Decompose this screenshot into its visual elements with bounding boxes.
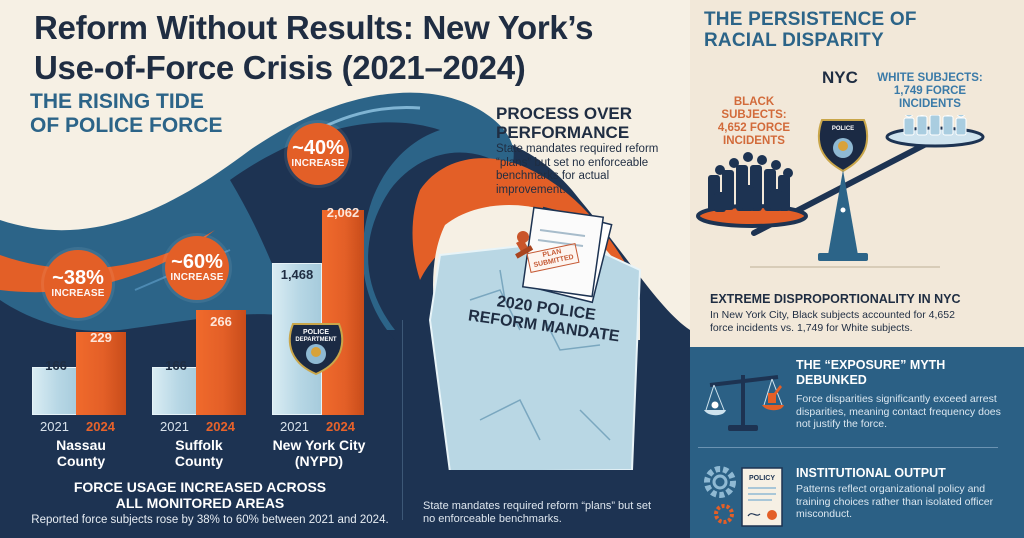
nypd-badge-icon: POLICE xyxy=(817,119,869,173)
mandate-footer: State mandates required reform “plans” b… xyxy=(423,500,652,525)
myth-line1: THE “EXPOSURE” MYTH xyxy=(796,358,946,372)
bubble-label: INCREASE xyxy=(170,272,224,283)
process-line2: PERFORMANCE xyxy=(496,123,630,142)
label-nyc: New York City (NYPD) xyxy=(264,437,374,469)
gear-icon xyxy=(704,466,736,498)
county-line2: (NYPD) xyxy=(294,453,344,469)
svg-text:POLICY: POLICY xyxy=(749,475,775,482)
disparity-line2: RACIAL DISPARITY xyxy=(704,30,884,51)
county-line1: Nassau xyxy=(56,437,106,453)
nyc-increase-bubble: ~40% INCREASE xyxy=(287,123,349,185)
nyc-label: NYC xyxy=(822,68,858,87)
bubble-pct: ~60% xyxy=(171,251,223,273)
county-line1: Suffolk xyxy=(175,437,223,453)
year-label-2021: 2021 xyxy=(280,419,309,434)
nypd-badge-icon: POLICE DEPARTMENT xyxy=(288,323,344,376)
nassau-increase-bubble: ~38% INCREASE xyxy=(44,250,112,318)
bar-value: 166 xyxy=(165,358,187,373)
institutional-output-heading: INSTITUTIONAL OUTPUT xyxy=(796,466,946,480)
bar-value: 2,062 xyxy=(326,205,360,220)
year-label-2024: 2024 xyxy=(86,419,115,434)
bar-nyc-2024: 2,062 xyxy=(322,205,364,415)
svg-text:POLICE: POLICE xyxy=(303,329,329,336)
bubble-label: INCREASE xyxy=(51,288,105,299)
extreme-disproportionality-body: In New York City, Black subjects account… xyxy=(710,309,955,334)
rising-tide-line1: THE RISING TIDE xyxy=(30,90,204,113)
main-title-line1: Reform Without Results: New York’s xyxy=(34,9,594,46)
force-usage-heading: FORCE USAGE INCREASED ACROSS ALL MONITOR… xyxy=(30,479,370,511)
year-label-2021: 2021 xyxy=(40,419,69,434)
white-line3: INCIDENTS xyxy=(899,98,961,110)
svg-text:DEPARTMENT: DEPARTMENT xyxy=(295,337,337,343)
black-subjects-label: BLACK SUBJECTS: 4,652 FORCE INCIDENTS xyxy=(700,96,808,148)
crowd-white-icon xyxy=(885,115,985,148)
horizontal-divider xyxy=(698,447,998,448)
black-line1: BLACK SUBJECTS: xyxy=(721,96,787,121)
bubble-pct: ~40% xyxy=(292,137,344,159)
county-line2: County xyxy=(56,453,106,469)
main-title: Reform Without Results: New York’s Use-o… xyxy=(34,8,674,88)
balance-scale-illustration: POLICE xyxy=(696,115,985,268)
black-line2: 4,652 FORCE xyxy=(717,122,791,134)
gears-policy-icon: POLICY xyxy=(704,466,783,527)
bar-value: 166 xyxy=(45,358,67,373)
extreme-disproportionality-heading: EXTREME DISPROPORTIONALITY IN NYC xyxy=(710,292,961,306)
white-subjects-label: WHITE SUBJECTS: 1,749 FORCE INCIDENTS xyxy=(874,72,986,111)
bar-suffolk-2021: 166 xyxy=(152,358,200,415)
bubble-pct: ~38% xyxy=(52,267,104,289)
label-suffolk: Suffolk County xyxy=(154,437,244,469)
county-line2: County xyxy=(174,453,224,469)
white-line2: 1,749 FORCE xyxy=(893,85,967,97)
process-body: State mandates required reform “plans” b… xyxy=(496,143,659,196)
year-label-2021: 2021 xyxy=(160,419,189,434)
process-heading: PROCESS OVER PERFORMANCE xyxy=(496,104,632,142)
bar-nassau-2021: 166 xyxy=(32,358,80,415)
suffolk-increase-bubble: ~60% INCREASE xyxy=(165,236,229,300)
main-title-line2: Use-of-Force Crisis (2021–2024) xyxy=(34,49,526,86)
white-line1: WHITE SUBJECTS: xyxy=(877,72,983,84)
right-panel: THE PERSISTENCE OF RACIAL DISPARITY NYC … xyxy=(690,0,1024,538)
force-usage-line1: FORCE USAGE INCREASED ACROSS xyxy=(73,479,327,495)
county-line1: New York City xyxy=(272,437,366,453)
institutional-output-body: Patterns reflect organizational policy a… xyxy=(796,483,994,520)
bar-nassau-2024: 229 xyxy=(76,330,126,415)
left-panel: Reform Without Results: New York’s Use-o… xyxy=(0,8,690,538)
bar-value: 229 xyxy=(90,330,112,345)
disparity-line1: THE PERSISTENCE OF xyxy=(704,9,917,30)
svg-text:POLICE: POLICE xyxy=(832,126,854,132)
year-label-2024: 2024 xyxy=(326,419,355,434)
myth-line2: DEBUNKED xyxy=(796,373,867,387)
force-usage-subtext: Reported force subjects rose by 38% to 6… xyxy=(31,514,389,526)
black-line3: INCIDENTS xyxy=(723,135,785,147)
bar-value: 1,468 xyxy=(280,267,314,282)
vertical-divider xyxy=(402,320,403,520)
small-gear-icon xyxy=(714,504,734,524)
bar-suffolk-2024: 266 xyxy=(196,310,246,415)
crowd-black-icon xyxy=(696,152,808,228)
rising-tide-line2: OF POLICE FORCE xyxy=(30,114,223,137)
stamp-icon xyxy=(515,231,534,259)
bubble-label: INCREASE xyxy=(291,158,345,169)
process-line1: PROCESS OVER xyxy=(496,104,633,123)
exposure-myth-heading: THE “EXPOSURE” MYTH DEBUNKED xyxy=(796,358,996,388)
scale-hand-icon xyxy=(704,375,784,431)
label-nassau: Nassau County xyxy=(36,437,126,469)
bar-value: 266 xyxy=(210,314,232,329)
racial-disparity-heading: THE PERSISTENCE OF RACIAL DISPARITY xyxy=(704,9,917,51)
force-usage-line2: ALL MONITORED AREAS xyxy=(115,495,285,511)
year-label-2024: 2024 xyxy=(206,419,235,434)
rising-tide-heading: THE RISING TIDE OF POLICE FORCE xyxy=(30,90,223,138)
exposure-myth-body: Force disparities significantly exceed a… xyxy=(796,393,1001,430)
